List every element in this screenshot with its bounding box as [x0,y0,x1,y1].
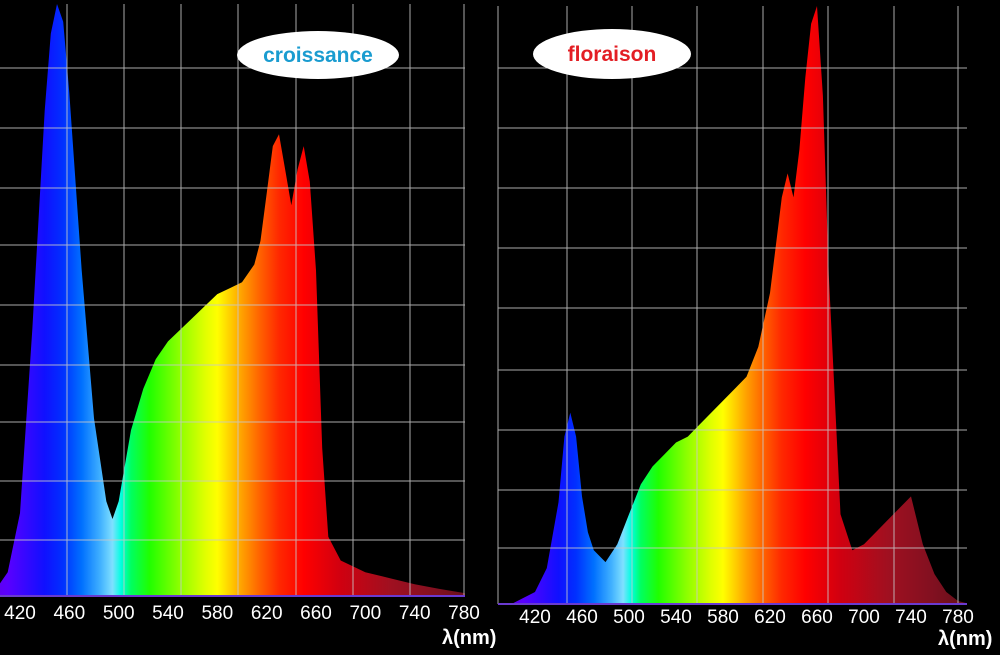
x-tick-label: 620 [754,607,786,628]
croissance-title: croissance [263,44,373,67]
croissance-spectrum-area [0,4,465,596]
croissance-chart: 420 460 500 540 580 620 660 700 740 780 [0,4,480,624]
floraison-chart: 420 460 500 540 580 620 660 700 740 780 [497,6,974,628]
floraison-xlabel: λ(nm) [938,628,992,650]
x-tick-label: 580 [707,607,739,628]
croissance-grid [0,4,465,596]
floraison-spectrum-area [498,6,967,604]
x-tick-label: 740 [399,603,431,624]
x-tick-label: 700 [848,607,880,628]
floraison-badge: floraison [533,29,691,79]
x-tick-label: 780 [448,603,480,624]
x-tick-label: 580 [201,603,233,624]
floraison-badge-bg [533,29,691,79]
x-tick-label: 700 [349,603,381,624]
croissance-xlabel: λ(nm) [442,627,496,649]
x-tick-label: 620 [251,603,283,624]
x-tick-label: 540 [660,607,692,628]
x-tick-label: 420 [519,607,551,628]
croissance-badge: croissance [237,31,399,79]
x-tick-label: 740 [895,607,927,628]
croissance-badge-bg [237,31,399,79]
x-tick-label: 500 [103,603,135,624]
floraison-grid [497,6,967,604]
floraison-title: floraison [568,43,657,66]
x-tick-label: 780 [942,607,974,628]
x-tick-label: 460 [566,607,598,628]
x-tick-label: 460 [53,603,85,624]
x-tick-label: 500 [613,607,645,628]
x-tick-label: 660 [801,607,833,628]
x-tick-label: 540 [152,603,184,624]
x-tick-label: 420 [4,603,36,624]
x-tick-label: 660 [300,603,332,624]
